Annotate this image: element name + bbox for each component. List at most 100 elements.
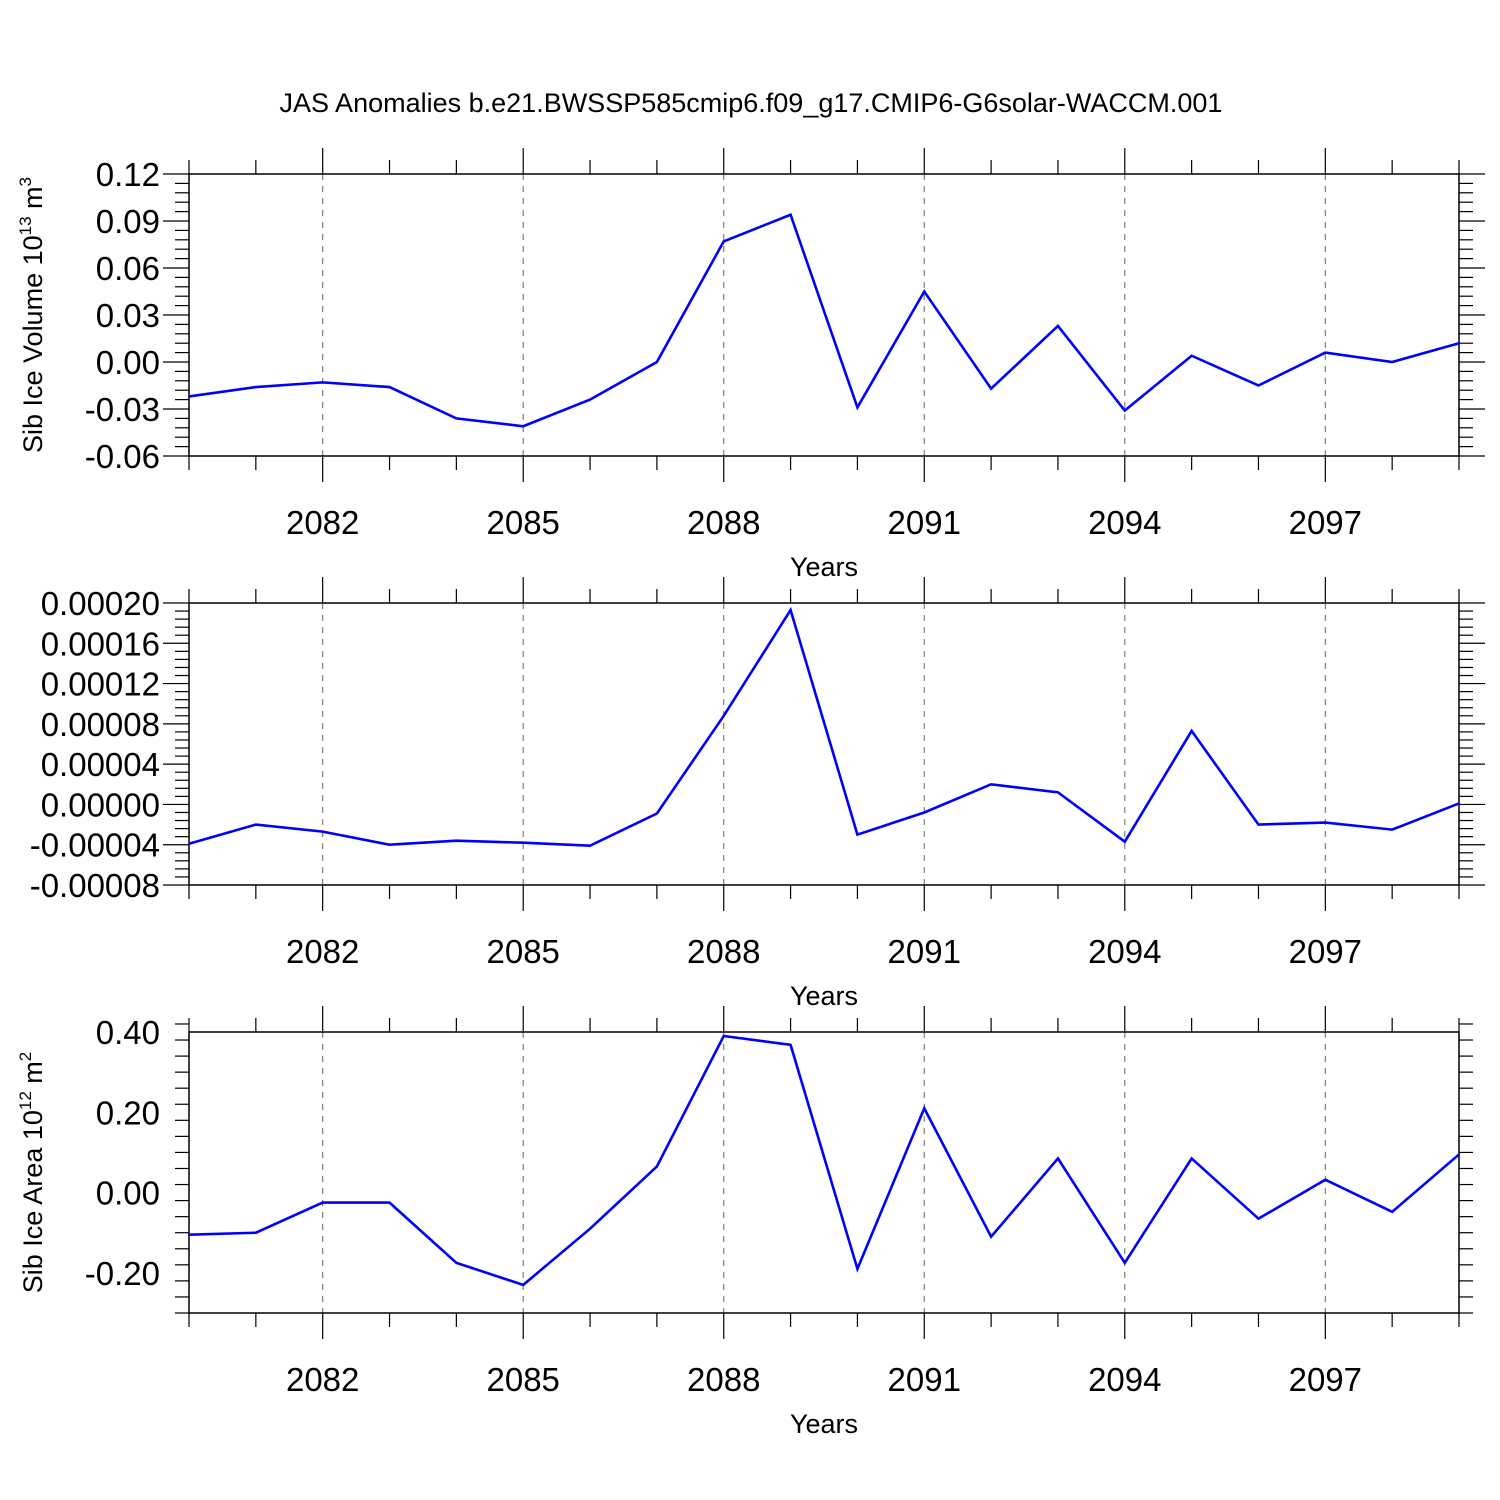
data-point	[388, 1201, 391, 1204]
data-point	[722, 1035, 725, 1037]
data-point	[656, 361, 658, 363]
data-point	[656, 1165, 658, 1168]
y-tick-label: 0.00004	[41, 746, 160, 783]
data-point	[455, 1262, 458, 1264]
series-line	[188, 1034, 1460, 1287]
data-point	[1458, 342, 1460, 345]
x-tick-label: 2094	[1088, 1361, 1161, 1398]
data-point	[255, 1231, 257, 1234]
x-tick-label: 2091	[888, 933, 961, 970]
x-tick-label: 2085	[486, 504, 559, 541]
y-tick-label: 0.00008	[41, 706, 160, 743]
x-tick-label: 2094	[1088, 504, 1161, 541]
data-point	[388, 386, 391, 388]
x-axis-label: Years	[790, 981, 858, 1011]
data-point	[1458, 1153, 1460, 1156]
x-axis-label: Years	[790, 552, 858, 582]
data-point	[789, 609, 792, 611]
data-point	[589, 844, 591, 847]
data-point	[188, 842, 190, 845]
data-point	[589, 398, 591, 401]
data-point	[722, 715, 725, 717]
data-point	[388, 843, 391, 846]
data-point	[188, 395, 190, 398]
y-tick-label: 0.03	[96, 297, 160, 334]
data-point	[1257, 384, 1260, 387]
data-point	[1458, 802, 1460, 805]
data-point	[321, 830, 324, 833]
y-axis-label-text: Sib Ice Area 10	[18, 1110, 48, 1293]
x-tick-label: 2094	[1088, 933, 1161, 970]
data-point	[522, 425, 525, 428]
data-point	[522, 841, 525, 844]
plot-frame	[188, 602, 1460, 886]
y-tick-label: 0.00000	[41, 786, 160, 823]
series-line	[188, 213, 1460, 428]
data-point	[1391, 1211, 1393, 1213]
data-point	[188, 1233, 190, 1236]
data-point	[321, 381, 324, 384]
y-tick-label: 0.20	[96, 1094, 160, 1131]
y-tick-label: -0.00004	[30, 827, 160, 864]
data-point	[1391, 361, 1393, 363]
data-point	[255, 823, 257, 826]
x-tick-label: 2082	[286, 504, 359, 541]
data-point	[923, 1107, 926, 1110]
y-axis-label: Sib Ice Area 1012 m2	[16, 1052, 48, 1294]
y-axis-label-unit-power: 2	[16, 1052, 35, 1061]
data-point	[990, 387, 992, 390]
y-axis-label-unit: m	[18, 1061, 48, 1091]
data-point	[1324, 1178, 1327, 1181]
data-point	[1324, 351, 1327, 354]
y-tick-label: 0.00016	[41, 625, 160, 662]
data-point	[1257, 1217, 1260, 1220]
data-point	[321, 1201, 324, 1204]
data-point	[789, 213, 792, 216]
data-point	[923, 290, 926, 293]
panel-2: -0.00008-0.000040.000000.000040.000080.0…	[30, 577, 1485, 1011]
y-tick-label: 0.00	[96, 344, 160, 381]
y-tick-label: 0.06	[96, 250, 160, 287]
data-point	[856, 833, 859, 836]
y-axis-label: Sib Ice Volume 1013 m3	[16, 177, 48, 453]
x-tick-label: 2085	[486, 933, 559, 970]
data-point	[522, 1284, 525, 1286]
x-tick-label: 2097	[1289, 504, 1362, 541]
x-tick-label: 2097	[1289, 1361, 1362, 1398]
plot-frame	[188, 173, 1460, 457]
data-point	[990, 1235, 992, 1238]
data-point	[1190, 354, 1193, 357]
data-point	[1057, 791, 1059, 794]
data-point	[1057, 1157, 1059, 1160]
data-point	[1123, 840, 1126, 843]
y-tick-label: 0.00020	[41, 585, 160, 622]
data-point	[722, 240, 725, 243]
y-tick-label: 0.40	[96, 1014, 160, 1051]
data-point	[1123, 409, 1126, 412]
data-point	[1123, 1262, 1126, 1264]
x-axis-label: Years	[790, 1409, 858, 1439]
y-tick-label: 0.00012	[41, 666, 160, 703]
x-tick-label: 2088	[687, 933, 760, 970]
y-axis-label-unit-power: 3	[16, 177, 35, 186]
data-point	[856, 1268, 859, 1270]
y-axis-label-exponent: 12	[16, 1091, 35, 1110]
data-point	[1257, 823, 1260, 826]
y-tick-label: 0.12	[96, 156, 160, 193]
y-axis-label-unit: m	[18, 186, 48, 216]
data-point	[656, 812, 658, 815]
x-tick-label: 2088	[687, 504, 760, 541]
data-point	[455, 417, 458, 420]
plot-frame	[188, 1031, 1460, 1314]
data-point	[455, 839, 458, 842]
data-point	[589, 1227, 591, 1230]
y-tick-label: -0.00008	[30, 867, 160, 904]
x-tick-label: 2091	[888, 1361, 961, 1398]
y-tick-label: -0.06	[85, 438, 160, 475]
data-point	[1057, 325, 1059, 327]
data-point	[1391, 828, 1393, 831]
series-line	[188, 606, 1460, 848]
x-tick-label: 2097	[1289, 933, 1362, 970]
panel-3: -0.20 0.00 0.20 0.40 2082 2085 2088 2091 2094 209…	[16, 1006, 1473, 1439]
